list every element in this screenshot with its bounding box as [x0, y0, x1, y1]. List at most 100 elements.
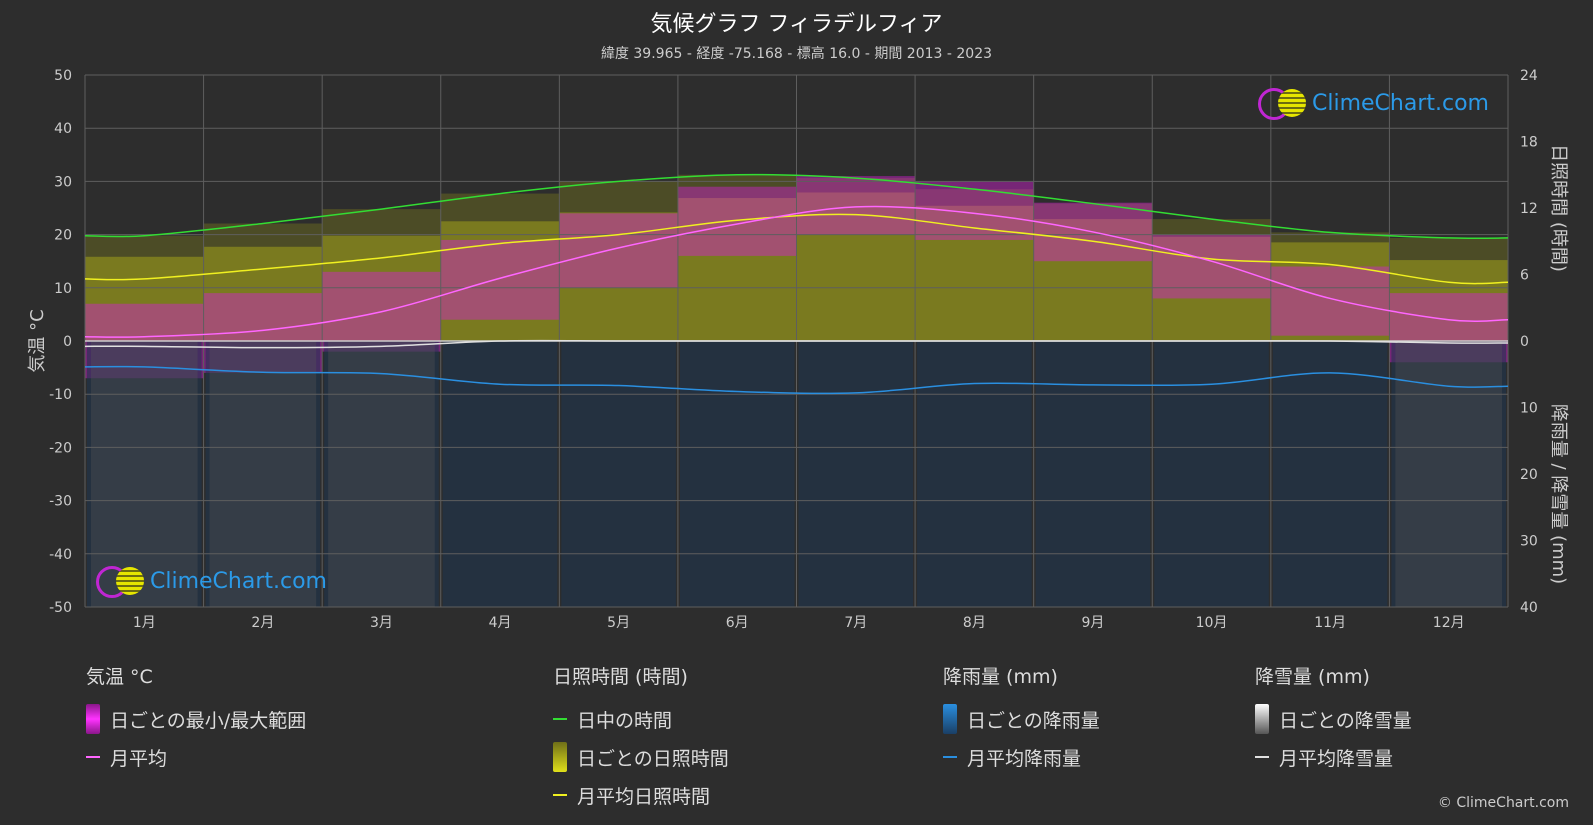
y-left-tick-label: 10: [54, 281, 72, 297]
climechart-logo-icon: [1258, 88, 1310, 120]
y-right-precip-tick-label: 40: [1520, 600, 1538, 616]
y-right-sunshine-tick-label: 24: [1520, 68, 1538, 84]
temp-range-bar: [1152, 234, 1271, 299]
snow-swatch: [1255, 704, 1269, 734]
rain-bar: [87, 341, 202, 607]
copyright-text[interactable]: © ClimeChart.com: [1437, 795, 1569, 811]
y-right-sunshine-axis-label: 日照時間 (時間): [1548, 144, 1569, 272]
y-right-precip-tick-label: 10: [1520, 401, 1538, 417]
rain-bar: [1035, 341, 1151, 607]
x-tick-label: 7月: [844, 615, 867, 631]
legend-header: 降雪量 (mm): [1255, 666, 1370, 688]
legend-temperature: 気温 °C 日ごとの最小/最大範囲 月平均: [86, 662, 306, 776]
rain-mean-line: [84, 365, 1509, 395]
range-swatch: [86, 704, 100, 734]
temp-range-bar: [559, 213, 678, 288]
x-tick-label: 11月: [1314, 615, 1346, 631]
legend-item: 月平均降雪量: [1255, 738, 1412, 776]
y-right-sunshine-tick-label: 18: [1520, 135, 1538, 151]
y-left-tick-label: 50: [54, 68, 72, 84]
line-swatch: [943, 756, 957, 758]
snow-bar: [91, 341, 198, 607]
rain-bar: [561, 341, 676, 607]
y-left-tick-label: 30: [54, 174, 72, 190]
snow-bar: [328, 341, 435, 607]
temp-range-bar: [915, 181, 1034, 240]
legend-item: 月平均日照時間: [553, 776, 729, 814]
y-right-precip-tick-label: 20: [1520, 467, 1538, 483]
chart-subtitle: 緯度 39.965 - 経度 -75.168 - 標高 16.0 - 期間 20…: [600, 46, 993, 62]
climate-chart: 50 40 30 20 10 0 -10 -20 -30 -40 -50 24 18 12 6 0 10 20 30…: [27, 68, 1569, 631]
y-left-tick-label: -20: [49, 440, 72, 456]
temp-range-bar: [677, 186, 797, 256]
legend-header: 降雨量 (mm): [943, 666, 1058, 688]
sunshine-swatch: [553, 742, 567, 772]
legend-snow: 降雪量 (mm) 日ごとの降雪量 月平均降雪量: [1255, 662, 1412, 776]
y-left-tick-label: 0: [63, 334, 72, 350]
y-left-tick-label: 20: [54, 228, 72, 244]
sunshine-bar: [1033, 219, 1153, 341]
x-tick-label: 9月: [1081, 615, 1104, 631]
x-tick-label: 8月: [963, 615, 986, 631]
legend-header: 日照時間 (時間): [553, 666, 688, 688]
temp-range-bar: [796, 176, 916, 235]
logo-bottom[interactable]: ClimeChart.com: [96, 566, 327, 598]
logo-top[interactable]: ClimeChart.com: [1258, 88, 1489, 120]
sunshine-mean-line: [84, 213, 1509, 285]
legend-item: 月平均降雨量: [943, 738, 1100, 776]
y-right-precip-axis-label: 降雨量 / 降雪量 (mm): [1548, 404, 1569, 584]
temp-range-bar: [440, 239, 560, 320]
logo-text: ClimeChart.com: [1312, 90, 1489, 116]
y-left-tick-label: -30: [49, 494, 72, 510]
rain-bar: [324, 341, 439, 607]
sunshine-bar: [677, 198, 797, 341]
y-right-precip-tick-label: 30: [1520, 534, 1538, 550]
rain-swatch: [943, 704, 957, 734]
line-swatch: [553, 718, 567, 720]
x-tick-label: 4月: [489, 615, 512, 631]
rain-bar: [205, 341, 321, 607]
sunshine-bar: [440, 221, 560, 341]
legend-item: 日中の時間: [553, 700, 729, 738]
x-tick-label: 10月: [1196, 615, 1228, 631]
x-tick-label: 2月: [251, 615, 274, 631]
x-tick-label: 12月: [1433, 615, 1465, 631]
sunshine-bar: [85, 256, 204, 341]
rain-bar: [798, 341, 914, 607]
rain-bar: [679, 341, 795, 607]
x-tick-label: 3月: [370, 615, 393, 631]
legend-item: 日ごとの日照時間: [553, 738, 729, 776]
snow-bar: [209, 341, 317, 607]
y-right-sunshine-tick-label: 6: [1520, 268, 1529, 284]
snow-mean-line: [84, 339, 1509, 349]
rain-bar: [1272, 341, 1388, 607]
rain-bar: [917, 341, 1032, 607]
y-left-tick-label: -40: [49, 547, 72, 563]
rain-bar: [1391, 341, 1506, 607]
legend-item: 日ごとの降雨量: [943, 700, 1100, 738]
sunshine-bar: [1270, 242, 1390, 341]
y-left-tick-label: -50: [49, 600, 72, 616]
legend-item: 日ごとの降雪量: [1255, 700, 1412, 738]
y-right-sunshine-tick-label: 12: [1520, 201, 1538, 217]
legend-header: 気温 °C: [86, 666, 153, 688]
legend-sunshine: 日照時間 (時間) 日中の時間 日ごとの日照時間 月平均日照時間: [553, 662, 729, 814]
legend-item: 日ごとの最小/最大範囲: [86, 700, 306, 738]
snow-bar: [1395, 341, 1502, 607]
chart-title: 気候グラフ フィラデルフィア: [650, 12, 943, 37]
x-tick-label: 5月: [607, 615, 630, 631]
legend-item: 月平均: [86, 738, 306, 776]
line-swatch: [1255, 756, 1269, 758]
legend-rain: 降雨量 (mm) 日ごとの降雨量 月平均降雨量: [943, 662, 1100, 776]
temperature-mean-line: [84, 205, 1509, 338]
x-tick-label: 6月: [726, 615, 749, 631]
y-left-axis-label: 気温 °C: [27, 309, 48, 372]
sunshine-bar: [1389, 260, 1508, 341]
temp-range-bar: [1270, 266, 1390, 336]
x-tick-label: 1月: [133, 615, 156, 631]
logo-text: ClimeChart.com: [150, 568, 327, 594]
line-swatch: [553, 794, 567, 796]
daylight-line: [84, 173, 1509, 240]
line-swatch: [86, 756, 100, 758]
y-right-sunshine-tick-label: 0: [1520, 334, 1529, 350]
